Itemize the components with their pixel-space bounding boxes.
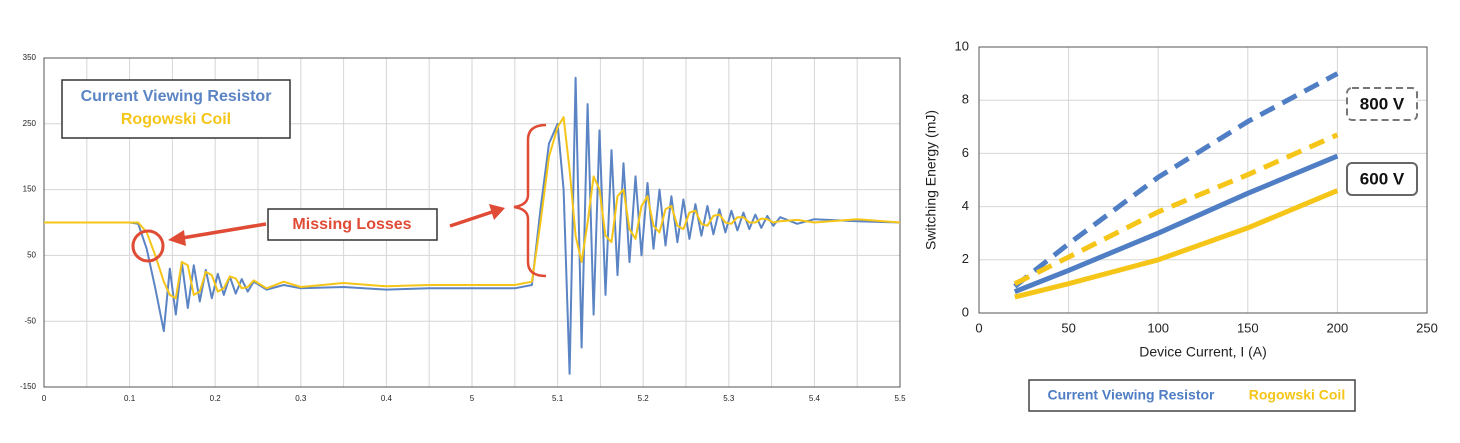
y-tick-label: 150 — [23, 185, 37, 194]
y-tick-label: -150 — [20, 382, 37, 391]
x-tick-label: 0.1 — [124, 394, 136, 403]
highlight-circle — [131, 229, 165, 263]
legend-label: Current Viewing Resistor — [81, 88, 272, 105]
x-tick-label: 0 — [975, 320, 982, 335]
annotation: 800 V — [1360, 94, 1405, 113]
legend-label: Rogowski Coil — [121, 111, 231, 128]
x-tick-label: 5 — [470, 394, 475, 403]
y-axis-label: Switching Energy (mJ) — [923, 110, 939, 250]
y-tick-label: -50 — [24, 316, 36, 325]
y-tick-label: 2 — [962, 251, 969, 266]
legend-box — [1028, 379, 1356, 412]
y-tick-label: 350 — [23, 53, 37, 62]
annotation: 600 V — [1360, 169, 1405, 188]
x-tick-label: 50 — [1061, 320, 1075, 335]
x-tick-label: 250 — [1416, 320, 1438, 335]
arrow-head — [489, 204, 505, 220]
x-tick-label: 5.4 — [809, 394, 821, 403]
x-tick-label: 0 — [42, 394, 47, 403]
plot-frame — [978, 46, 1428, 314]
y-tick-label: 6 — [962, 145, 969, 160]
annotation-box — [267, 208, 438, 241]
x-tick-label: 5.5 — [894, 394, 906, 403]
y-tick-label: 10 — [955, 38, 969, 53]
series-line — [1014, 188, 1339, 300]
arrow-head — [168, 230, 186, 246]
series-line — [1013, 71, 1339, 289]
y-tick-label: 8 — [962, 92, 969, 107]
brace — [513, 123, 547, 278]
y-tick-label: 250 — [23, 119, 37, 128]
x-tick-label: 5.2 — [638, 394, 650, 403]
arrow-shaft — [449, 210, 493, 228]
annotation-box — [1346, 162, 1418, 196]
series-line — [1013, 153, 1339, 295]
legend-box — [61, 79, 291, 139]
y-tick-label: 0 — [962, 304, 969, 319]
legend-label: Current Viewing Resistor — [1047, 387, 1215, 403]
x-tick-label: 5.3 — [723, 394, 735, 403]
x-tick-label: 150 — [1237, 320, 1259, 335]
legend-label: Rogowski Coil — [1249, 387, 1345, 403]
x-tick-label: 0.4 — [381, 394, 393, 403]
y-tick-label: 4 — [962, 198, 969, 213]
annotation: Missing Losses — [292, 216, 411, 233]
x-axis-label: Device Current, I (A) — [1139, 344, 1267, 360]
x-tick-label: 200 — [1327, 320, 1349, 335]
series-line — [44, 116, 901, 300]
x-tick-label: 0.3 — [295, 394, 307, 403]
annotation-box — [1346, 87, 1418, 121]
x-tick-label: 0.2 — [210, 394, 222, 403]
x-tick-label: 5.1 — [552, 394, 564, 403]
series-line — [1013, 132, 1339, 286]
x-tick-label: 100 — [1147, 320, 1169, 335]
series-line — [44, 76, 901, 375]
arrow-shaft — [181, 222, 267, 240]
y-tick-label: 50 — [27, 251, 36, 260]
